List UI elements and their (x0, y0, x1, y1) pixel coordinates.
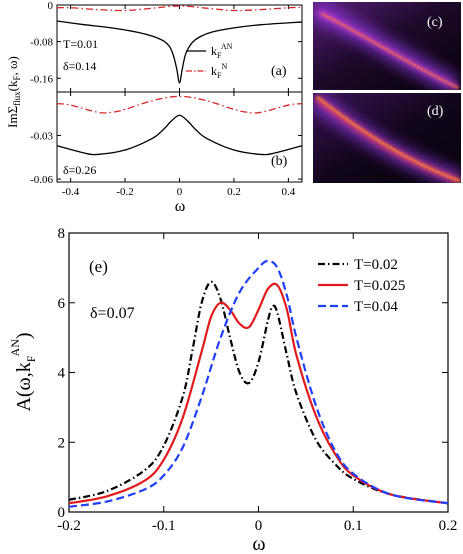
e-xtick-label: 0 (255, 518, 263, 534)
e-ytick-label: 6 (58, 296, 66, 312)
panel-a-label: (a) (271, 64, 287, 79)
panel-a-annotation-temperature: T=0.01 (63, 37, 98, 51)
panel-d-band-core (316, 96, 461, 183)
a-series-an (56, 20, 303, 84)
e-series-t-0-04 (68, 259, 449, 508)
legend-label-t-0-025: T=0.025 (354, 278, 405, 294)
panel-b-label: (b) (271, 154, 288, 169)
panel-d: (d) (313, 93, 461, 183)
b-xtick-label: -0.4 (62, 186, 80, 198)
e-ytick-label: 4 (58, 366, 66, 382)
panel-c-label: (c) (427, 15, 443, 30)
panels-ab-ylabel: ImΣflux(kF, ω) (5, 56, 22, 128)
legend-n-label: kFN (211, 62, 227, 80)
e-ytick-label: 8 (58, 226, 66, 242)
panel-a-annotation-doping: δ=0.14 (63, 59, 96, 73)
a-series-n (56, 5, 303, 12)
e-ytick-label: 0 (58, 505, 66, 521)
panel-b-annotation-doping: δ=0.26 (63, 163, 96, 177)
panel-b-xlabel: ω (175, 198, 186, 215)
panel-e-label: (e) (89, 257, 108, 276)
a-ytick-label: -0.08 (30, 37, 53, 49)
panel-e-xlabel: ω (252, 533, 265, 554)
b-xtick-label: -0.2 (116, 186, 133, 198)
panel-a: 0 -0.08 -0.16 T=0.01 δ=0.14 kFAN kFN (a) (30, 0, 303, 93)
b-ytick-label: -0.03 (30, 131, 53, 143)
e-series-t-0-02 (68, 280, 449, 505)
legend-label-t-0-04: T=0.04 (354, 299, 398, 315)
a-ytick-label: 0 (48, 0, 54, 12)
b-series-n (56, 95, 303, 114)
e-xtick-label: 0.2 (439, 518, 458, 534)
b-xtick-label: 0.2 (227, 186, 241, 198)
e-xtick-label: -0.2 (57, 518, 81, 534)
e-xtick-label: 0.1 (344, 518, 363, 534)
legend-an-label: kFAN (211, 42, 233, 60)
panel-e-legend: T=0.02 T=0.025 T=0.04 (318, 257, 405, 315)
panel-d-label: (d) (427, 104, 444, 119)
b-xtick-label: 0.4 (282, 186, 296, 198)
panel-e-annotation-doping: δ=0.07 (90, 305, 135, 322)
panel-c-band-core (321, 13, 459, 89)
b-series-an (56, 114, 303, 156)
legend-label-t-0-02: T=0.02 (354, 257, 398, 273)
b-xtick-label: 0 (177, 186, 183, 198)
e-ytick-label: 2 (58, 435, 66, 451)
b-ytick-label: -0.06 (30, 174, 53, 186)
panel-e-frame (68, 232, 449, 513)
panel-b: -0.03 -0.06 -0.4 -0.2 0 0.2 0.4 δ=0.26 (b) ω (30, 91, 303, 215)
panel-a-legend: kFAN kFN (186, 42, 233, 80)
a-ytick-label: -0.16 (30, 73, 53, 85)
panel-e-ylabel: A(ω,kFAN) (8, 332, 38, 411)
panel-c: (c) (313, 2, 461, 90)
e-xtick-label: -0.1 (152, 518, 176, 534)
e-series-t-0-025 (68, 282, 449, 505)
